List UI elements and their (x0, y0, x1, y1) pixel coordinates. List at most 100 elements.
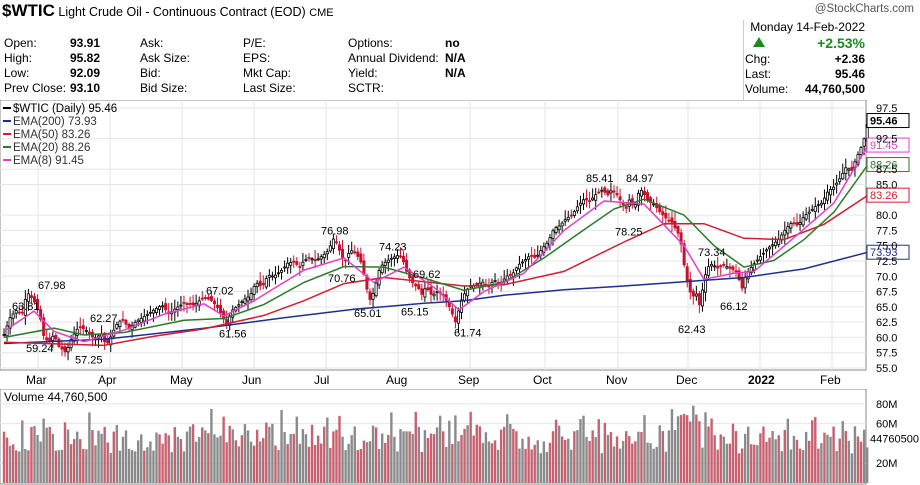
candle-body (206, 297, 210, 300)
volume-bar (606, 434, 610, 483)
candle-body (33, 296, 37, 303)
candle-body (582, 199, 586, 205)
volume-bar (225, 442, 228, 483)
volume-bar (164, 433, 167, 483)
candle-body (508, 273, 512, 276)
volume-bar (615, 436, 619, 483)
volume-bar (155, 432, 158, 483)
volume-bar (310, 424, 314, 483)
quote-label: Last Size: (243, 81, 296, 95)
volume-bar (670, 409, 674, 483)
candle-body (215, 304, 219, 308)
candle-body (615, 193, 619, 196)
volume-bar (789, 449, 793, 483)
volume-bar (771, 431, 774, 483)
price-annotation: 67.98 (38, 280, 66, 292)
volume-bar (435, 427, 439, 483)
candle-body (536, 254, 540, 257)
volume-bar (286, 444, 289, 483)
price-annotation: 65.01 (354, 308, 382, 320)
volume-bar (365, 442, 369, 483)
candle-body (566, 216, 570, 221)
volume-bar (466, 425, 469, 483)
volume-bar (335, 429, 338, 483)
volume-bar (753, 444, 756, 483)
candle-body (670, 217, 674, 223)
candle-body (142, 316, 146, 322)
candle-body (575, 206, 579, 212)
quote-chg-row: Chg: +2.36 (745, 52, 865, 66)
volume-bar (716, 449, 719, 483)
candle-body (578, 202, 582, 206)
volume-bar (814, 417, 817, 483)
quote-label: EPS: (243, 51, 271, 65)
quote-value: 93.10 (70, 81, 101, 95)
volume-label: Volume: (745, 82, 789, 96)
candle-body (652, 203, 656, 206)
candle-body (383, 261, 387, 266)
candle-body (66, 347, 70, 353)
volume-bar (24, 449, 27, 483)
symbol: $WTIC (2, 1, 55, 20)
candle-body (411, 276, 415, 284)
candle-body (432, 293, 436, 297)
candle-body (716, 265, 720, 269)
volume-bar (338, 415, 341, 483)
price-annotation: 73.34 (698, 247, 726, 259)
volume-bar (411, 433, 414, 483)
quote-label: Low: (4, 66, 30, 80)
ema20-line (3, 164, 869, 339)
candle-body (752, 263, 756, 271)
volume-bar (567, 438, 570, 483)
volume-bar (390, 412, 393, 483)
candle-body (261, 282, 265, 286)
volume-bar (820, 443, 823, 483)
candle-body (591, 197, 595, 201)
candle-body (572, 211, 576, 217)
price-grid (0, 100, 866, 370)
price-annotation: 59.24 (26, 343, 54, 355)
volume-bar (582, 415, 585, 483)
volume-bar (637, 431, 640, 483)
volume-bar (359, 448, 363, 483)
x-axis: Mar Apr May Jun Jul Aug Sep Oct Nov Dec 2022 Feb (26, 373, 841, 387)
volume-bar (121, 436, 125, 483)
price-annotation: 78.25 (615, 227, 643, 239)
chg-value: +2.36 (834, 52, 865, 66)
volume-bar (728, 443, 732, 483)
candle-body (859, 146, 863, 155)
candle-body (17, 311, 21, 314)
candle-body (42, 317, 46, 336)
candle-body (200, 297, 204, 300)
x-tick-label: Aug (386, 373, 407, 387)
price-tag-label: 88.26 (870, 160, 898, 172)
candle-body (697, 293, 701, 306)
candle-body (176, 306, 180, 310)
candle-body (801, 217, 805, 226)
volume-bar (661, 431, 664, 483)
volume-bars (2, 405, 869, 483)
y-tick-label: 60.0 (876, 332, 897, 344)
candle-body (310, 258, 314, 261)
volume-bar (621, 441, 625, 483)
volume-bar (252, 445, 256, 483)
volume-bar (676, 416, 680, 483)
volume-bar (719, 434, 722, 483)
candle-body (273, 274, 277, 279)
volume-bar (786, 418, 790, 483)
volume-bar (249, 441, 253, 483)
volume-bar (262, 438, 265, 483)
volume-bar (731, 423, 735, 483)
candle-body (353, 251, 357, 254)
change-percent: +2.53% (817, 35, 865, 51)
candle-body (722, 263, 726, 266)
volume-bar (204, 430, 207, 483)
candle-body (688, 279, 692, 293)
volume-bar (817, 448, 820, 483)
volume-bar (570, 449, 573, 483)
candle-body (719, 265, 723, 268)
x-tick-label: 2022 (748, 373, 775, 387)
volume-bar (832, 426, 835, 483)
y-tick-label: 72.5 (876, 256, 897, 268)
volume-bar (8, 445, 12, 483)
